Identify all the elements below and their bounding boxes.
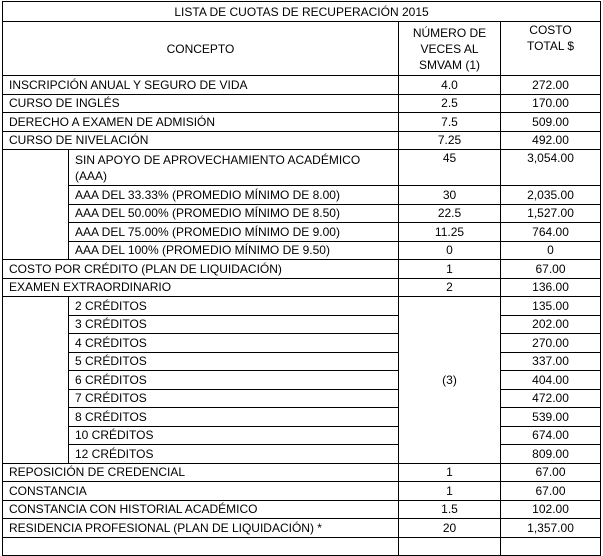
cost-cell: 674.00: [499, 425, 602, 445]
times-cell: 1: [398, 481, 501, 501]
cost-cell: 270.00: [499, 333, 602, 353]
table-row: CURSO DE NIVELACIÓN 7.25 492.00: [2, 130, 602, 150]
concept-cell: CURSO DE INGLÉS: [2, 93, 399, 113]
header-concept: CONCEPTO: [2, 21, 399, 76]
times-cell: 7.25: [398, 130, 501, 150]
table-row: 10 CRÉDITOS 674.00: [3, 425, 602, 445]
cost-cell: 509.00: [499, 112, 602, 132]
table-row: EXAMEN EXTRAORDINARIO 2 136.00: [2, 277, 602, 297]
cost-cell: 1,357.00: [499, 518, 602, 538]
cost-cell: 539.00: [499, 407, 602, 427]
concept-cell: CURSO DE NIVELACIÓN: [2, 130, 399, 150]
table-row: AAA DEL 100% (PROMEDIO MÍNIMO DE 9.50) 0 0: [3, 240, 602, 260]
table-row: AAA DEL 75.00% (PROMEDIO MÍNIMO DE 9.00)…: [3, 222, 602, 242]
cost-cell: 404.00: [499, 370, 602, 390]
sub-concept-cell: 6 CRÉDITOS: [68, 370, 399, 390]
times-cell: 7.5: [398, 112, 501, 132]
cost-cell: 136.00: [499, 277, 602, 297]
concept-cell: CONSTANCIA: [2, 481, 399, 501]
table-row: CONSTANCIA 1 67.00: [2, 481, 602, 501]
times-cell: 2: [398, 277, 501, 297]
times-cell: 20: [398, 518, 501, 538]
cost-cell: 202.00: [499, 314, 602, 334]
times-cell: 45: [398, 149, 501, 186]
indent-cell: [2, 149, 69, 260]
concept-cell: DERECHO A EXAMEN DE ADMISIÓN: [2, 112, 399, 132]
times-cell: 0: [398, 240, 501, 260]
title-row: LISTA DE CUOTAS DE RECUPERACIÓN 2015: [1, 1, 602, 22]
cost-cell: 3,054.00: [499, 149, 602, 186]
sub-concept-cell: 2 CRÉDITOS: [68, 296, 399, 316]
table-row: 5 CRÉDITOS 337.00: [3, 351, 602, 371]
cost-cell: 67.00: [499, 481, 602, 501]
table-row: 7 CRÉDITOS 472.00: [3, 388, 602, 408]
cost-cell: 67.00: [499, 259, 602, 279]
cost-cell: 1,527.00: [499, 203, 602, 223]
table-row: 3 CRÉDITOS 202.00: [3, 314, 602, 334]
table-row: CONSTANCIA CON HISTORIAL ACADÉMICO 1.5 102…: [2, 499, 602, 519]
cost-cell: 764.00: [499, 222, 602, 242]
table-row: 4 CRÉDITOS 270.00: [3, 333, 602, 353]
cost-cell: 170.00: [499, 93, 602, 113]
table-row: INSCRIPCIÓN ANUAL Y SEGURO DE VIDA 4.0 272…: [2, 75, 602, 95]
sub-concept-cell: 4 CRÉDITOS: [68, 333, 399, 353]
table-row: 2 CRÉDITOS (3) 135.00: [2, 296, 602, 464]
cost-cell: 272.00: [499, 75, 602, 95]
indent-cell: [2, 296, 69, 464]
times-cell: 2.5: [398, 93, 501, 113]
sub-concept-cell: AAA DEL 50.00% (PROMEDIO MÍNIMO DE 8.50): [68, 203, 399, 223]
times-cell: 1: [398, 259, 501, 279]
cost-cell: 809.00: [499, 444, 602, 464]
concept-cell: CONSTANCIA CON HISTORIAL ACADÉMICO: [2, 499, 399, 519]
times-cell: 1.5: [398, 499, 501, 519]
sub-concept-cell: SIN APOYO DE APROVECHAMIENTO ACADÉMICO (…: [68, 149, 399, 186]
sub-concept-cell: 8 CRÉDITOS: [68, 407, 399, 427]
header-cost: COSTO TOTAL $: [499, 21, 602, 76]
times-cell: 30: [398, 185, 501, 205]
concept-cell: INSCRIPCIÓN ANUAL Y SEGURO DE VIDA: [2, 75, 399, 95]
times-cell: 22.5: [398, 203, 501, 223]
header-times: NÚMERO DE VECES AL SMVAM (1): [398, 21, 501, 76]
sub-concept-cell: 12 CRÉDITOS: [68, 444, 399, 464]
cost-cell: 337.00: [499, 351, 602, 371]
table-row: 12 CRÉDITOS 809.00: [3, 444, 602, 464]
sub-concept-cell: 7 CRÉDITOS: [68, 388, 399, 408]
sub-concept-cell: 5 CRÉDITOS: [68, 351, 399, 371]
cost-cell: 67.00: [499, 462, 602, 482]
sub-concept-cell: AAA DEL 100% (PROMEDIO MÍNIMO DE 9.50): [68, 240, 399, 260]
sub-concept-cell: 3 CRÉDITOS: [68, 314, 399, 334]
table-row: RESIDENCIA PROFESIONAL (PLAN DE LIQUIDAC…: [2, 518, 602, 538]
table-row: COSTO POR CRÉDITO (PLAN DE LIQUIDACIÓN) 1…: [2, 259, 602, 279]
table-row: AAA DEL 33.33% (PROMEDIO MÍNIMO DE 8.00)…: [3, 185, 602, 205]
table-title: LISTA DE CUOTAS DE RECUPERACIÓN 2015: [1, 1, 602, 22]
table-row: 6 CRÉDITOS 404.00: [3, 370, 602, 390]
concept-cell: RESIDENCIA PROFESIONAL (PLAN DE LIQUIDAC…: [2, 518, 399, 538]
cost-cell: 0: [499, 240, 602, 260]
table-row: 8 CRÉDITOS 539.00: [3, 407, 602, 427]
table-row: AAA DEL 50.00% (PROMEDIO MÍNIMO DE 8.50)…: [3, 203, 602, 223]
sub-concept-cell: 10 CRÉDITOS: [68, 425, 399, 445]
cost-cell: 492.00: [499, 130, 602, 150]
sub-concept-cell: AAA DEL 75.00% (PROMEDIO MÍNIMO DE 9.00): [68, 222, 399, 242]
cost-cell: 472.00: [499, 388, 602, 408]
cost-cell: 102.00: [499, 499, 602, 519]
sub-concept-cell: AAA DEL 33.33% (PROMEDIO MÍNIMO DE 8.00): [68, 185, 399, 205]
times-cell: 1: [398, 462, 501, 482]
table-row: SIN APOYO DE APROVECHAMIENTO ACADÉMICO (…: [2, 149, 602, 260]
table-row: DERECHO A EXAMEN DE ADMISIÓN 7.5 509.00: [2, 112, 602, 132]
times-cell: (3): [398, 296, 501, 464]
concept-cell: REPOSICIÓN DE CREDENCIAL: [2, 462, 399, 482]
concept-cell: EXAMEN EXTRAORDINARIO: [2, 277, 399, 297]
cost-cell: 2,035.00: [499, 185, 602, 205]
table-row: REPOSICIÓN DE CREDENCIAL 1 67.00: [2, 462, 602, 482]
concept-cell: COSTO POR CRÉDITO (PLAN DE LIQUIDACIÓN): [2, 259, 399, 279]
header-row: CONCEPTO NÚMERO DE VECES AL SMVAM (1) CO…: [2, 21, 602, 76]
cost-cell: 135.00: [499, 296, 602, 316]
times-cell: 11.25: [398, 222, 501, 242]
times-cell: 4.0: [398, 75, 501, 95]
table-row: CURSO DE INGLÉS 2.5 170.00: [2, 93, 602, 113]
